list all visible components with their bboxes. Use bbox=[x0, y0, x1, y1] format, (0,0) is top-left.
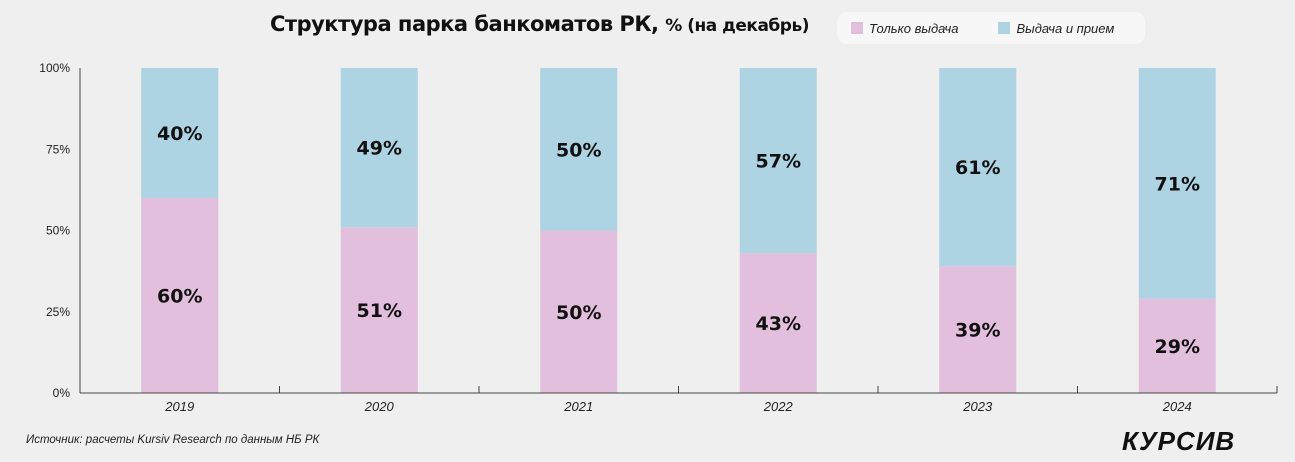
legend-label: Только выдача bbox=[869, 20, 959, 36]
source-note: Источник: расчеты Kursiv Research по дан… bbox=[26, 434, 320, 446]
bar-2021-series-0 bbox=[540, 230, 618, 393]
title-sub: % (на декабрь) bbox=[665, 16, 809, 36]
legend-swatch-blue bbox=[998, 22, 1011, 34]
data-label: 40% bbox=[157, 123, 202, 145]
bar-2024-series-0 bbox=[1138, 298, 1216, 393]
bar-2023-series-1 bbox=[939, 68, 1017, 267]
y-tick-label: 75% bbox=[46, 142, 70, 156]
y-tick-label: 100% bbox=[39, 61, 70, 75]
legend: Только выдача Выдача и прием bbox=[837, 12, 1145, 44]
x-tick-label: 2024 bbox=[1162, 399, 1192, 414]
x-tick-label: 2020 bbox=[364, 399, 395, 414]
bar-2019-series-0 bbox=[141, 198, 219, 393]
data-label: 50% bbox=[556, 139, 601, 161]
legend-label: Выдача и прием bbox=[1016, 20, 1115, 36]
title-main: Структура парка банкоматов РК, bbox=[270, 12, 659, 36]
bar-2020-series-1 bbox=[340, 68, 418, 228]
data-label: 50% bbox=[556, 302, 601, 324]
legend-item-only-withdrawal: Только выдача bbox=[851, 21, 958, 36]
x-tick-label: 2021 bbox=[563, 399, 593, 414]
y-tick-label: 25% bbox=[46, 305, 70, 319]
data-label: 43% bbox=[756, 313, 801, 335]
bar-2019-series-1 bbox=[141, 68, 219, 198]
data-label: 51% bbox=[357, 300, 402, 322]
data-label: 60% bbox=[157, 286, 202, 308]
bar-2021-series-1 bbox=[540, 68, 618, 231]
bar-2022-series-1 bbox=[739, 68, 817, 254]
chart-title: Структура парка банкоматов РК, % (на дек… bbox=[270, 12, 809, 36]
y-tick-label: 0% bbox=[53, 386, 71, 400]
data-label: 57% bbox=[756, 151, 801, 173]
kursiv-logo: КУРСИВ bbox=[1122, 426, 1236, 456]
data-label: 71% bbox=[1155, 173, 1200, 195]
data-label: 61% bbox=[955, 157, 1000, 179]
data-label: 29% bbox=[1155, 336, 1200, 358]
x-tick-label: 2019 bbox=[164, 399, 194, 414]
y-tick-label: 50% bbox=[46, 224, 70, 238]
bar-2020-series-0 bbox=[340, 227, 418, 393]
bar-2022-series-0 bbox=[739, 253, 817, 393]
legend-item-withdrawal-deposit: Выдача и прием bbox=[998, 21, 1114, 36]
x-tick-label: 2022 bbox=[763, 399, 794, 414]
x-tick-label: 2023 bbox=[962, 399, 993, 414]
data-label: 49% bbox=[357, 138, 402, 160]
bar-2024-series-1 bbox=[1138, 68, 1216, 299]
legend-swatch-pink bbox=[851, 22, 863, 34]
data-label: 39% bbox=[955, 320, 1000, 342]
bar-2023-series-0 bbox=[939, 266, 1017, 393]
